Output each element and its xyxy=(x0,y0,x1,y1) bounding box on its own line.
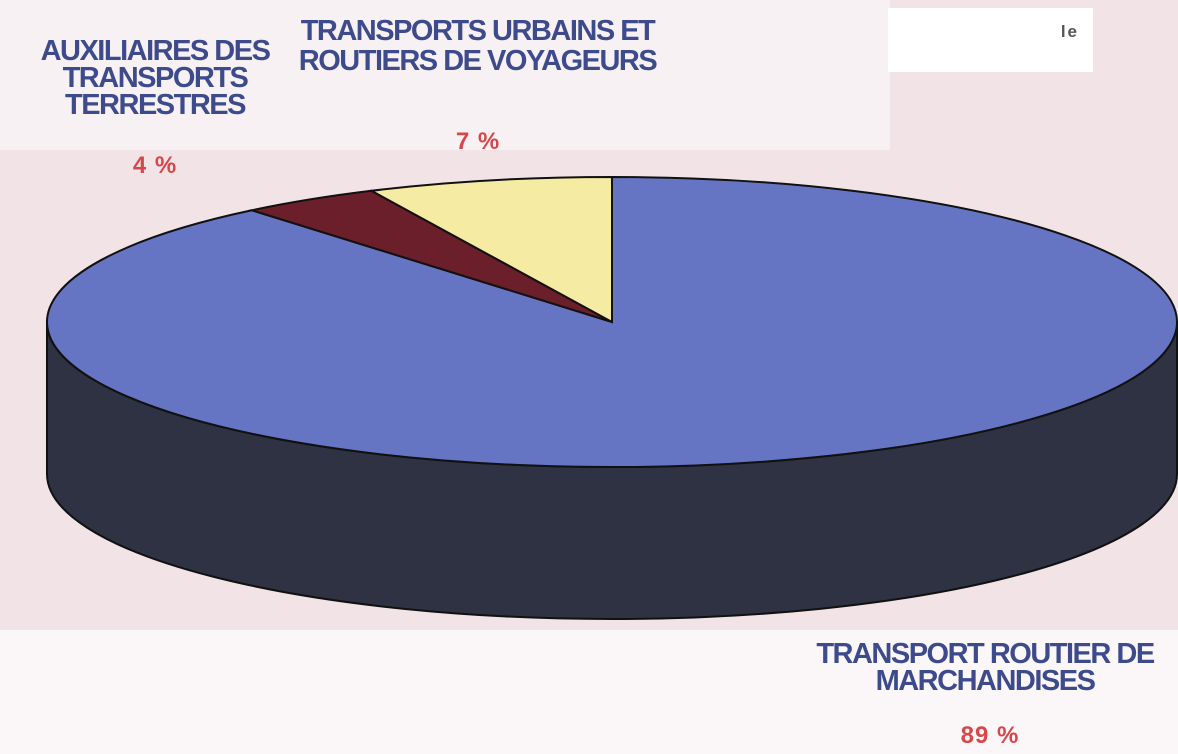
slice-label: AUXILIAIRES DES TRANSPORTS TERRESTRES xyxy=(40,35,271,121)
value-label: 7 % xyxy=(455,128,501,155)
background-band xyxy=(0,630,1178,754)
slice-label: TRANSPORTS URBAINS ET ROUTIERS DE VOYAGE… xyxy=(298,15,658,77)
slice-label: TRANSPORT ROUTIER DE MARCHANDISES xyxy=(816,638,1155,697)
annotation: le xyxy=(888,8,1093,72)
value-label: 89 % xyxy=(960,722,1020,749)
background-band xyxy=(0,0,890,150)
value-label: 4 % xyxy=(132,152,178,179)
pie-slice xyxy=(368,175,613,324)
